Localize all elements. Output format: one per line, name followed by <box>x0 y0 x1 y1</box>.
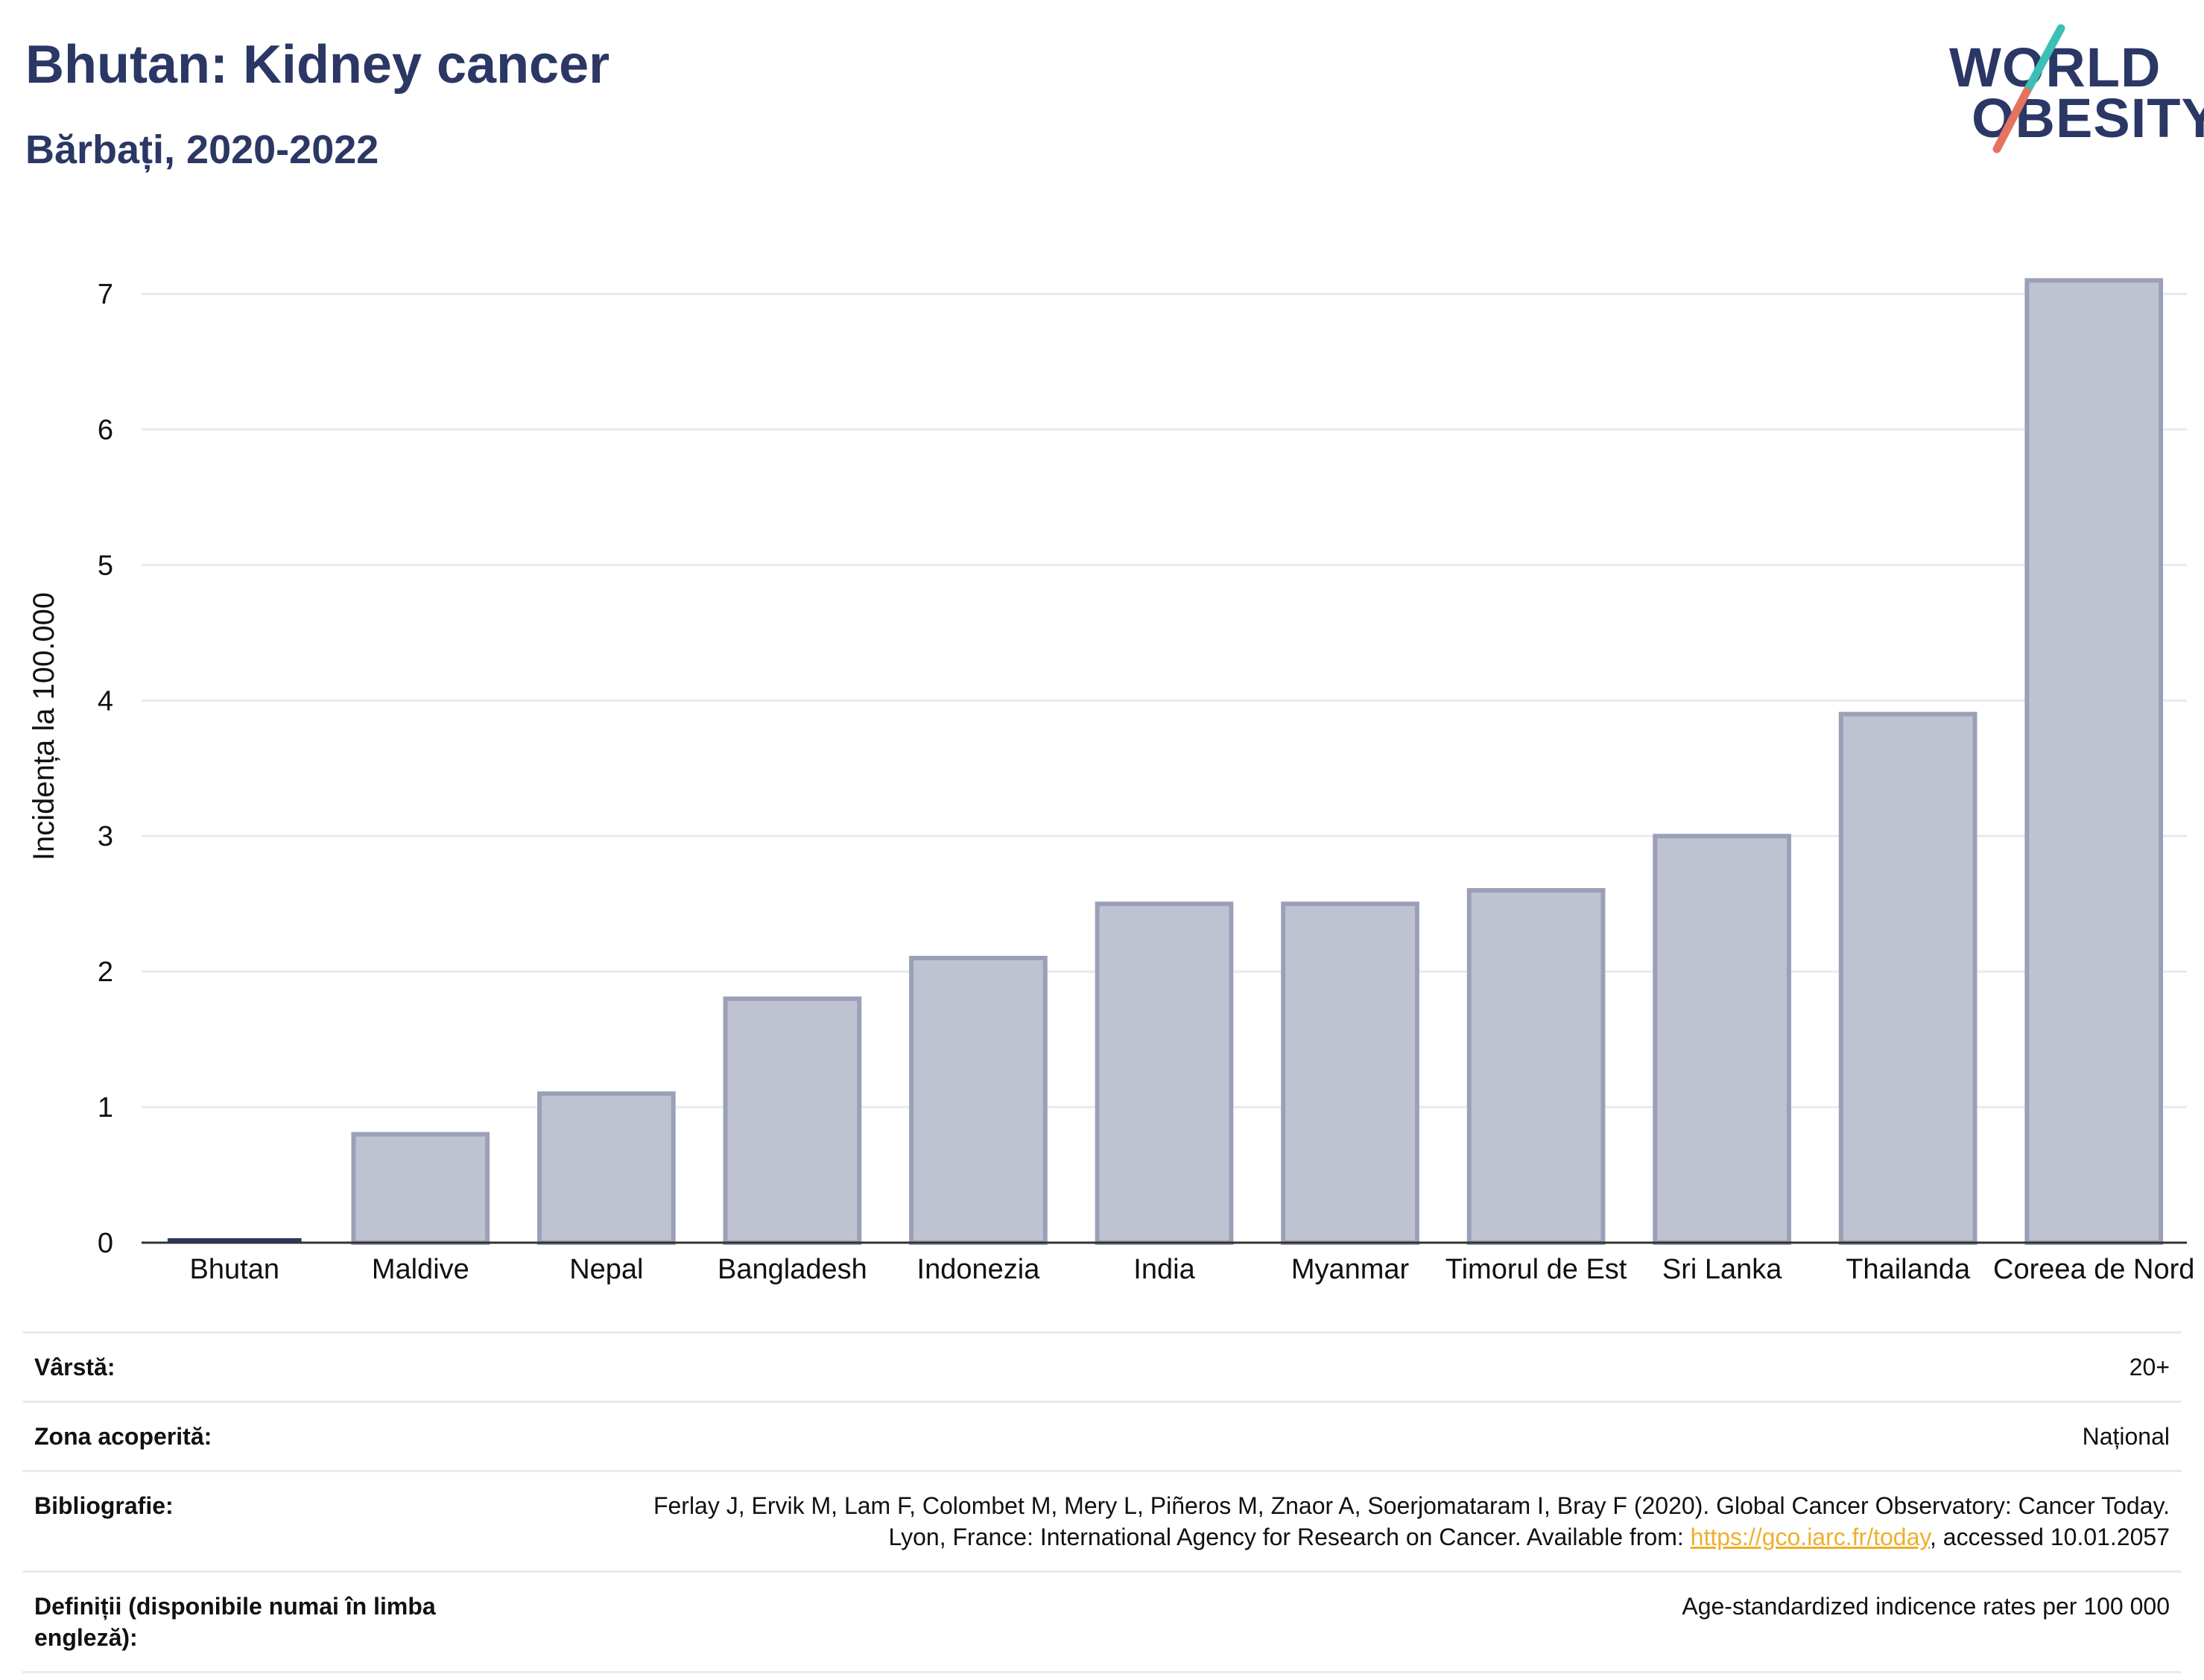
y-tick-label: 1 <box>98 1092 113 1123</box>
logo-line-1: WORLD <box>1949 37 2162 98</box>
bar-thailanda[interactable] <box>1838 711 1977 1245</box>
y-axis-label: Incidența la 100.000 <box>28 592 60 860</box>
x-tick-label: Nepal <box>569 1254 643 1285</box>
y-tick-label: 5 <box>98 550 113 581</box>
meta-row-definitions: Definiții (disponibile numai în limba en… <box>22 1570 2182 1673</box>
x-tick-label: India <box>1133 1254 1195 1285</box>
bar-timorul-de-est[interactable] <box>1466 888 1606 1245</box>
bar-bangladesh[interactable] <box>723 996 862 1246</box>
chart-subtitle: Bărbați, 2020-2022 <box>25 127 379 172</box>
x-tick-label: Thailanda <box>1846 1254 1971 1285</box>
x-tick-label: Sri Lanka <box>1662 1254 1782 1285</box>
y-axis-ticks: 0 1 2 3 4 5 6 7 <box>98 279 113 1259</box>
x-tick-label: Maldive <box>372 1254 469 1285</box>
bar-india[interactable] <box>1095 901 1234 1245</box>
meta-label-bibliography: Bibliografie: <box>34 1492 174 1519</box>
logo-slash-top <box>2022 24 2065 96</box>
meta-value-coverage: Național <box>2082 1423 2170 1450</box>
y-tick-label: 7 <box>98 279 113 311</box>
metadata-table: Vârstă: 20+ Zona acoperită: Național Bib… <box>22 1331 2182 1673</box>
x-tick-label: Bhutan <box>190 1254 279 1285</box>
world-obesity-logo[interactable]: WORLD OBESITY <box>1937 21 2204 162</box>
bars <box>167 278 2164 1246</box>
meta-label-age: Vârstă: <box>34 1354 115 1381</box>
x-tick-label: Timorul de Est <box>1445 1254 1627 1285</box>
y-tick-label: 4 <box>98 685 113 717</box>
bar-nepal[interactable] <box>537 1091 676 1245</box>
bar-bhutan[interactable] <box>167 1238 302 1243</box>
logo-slash-bottom <box>1992 87 2031 153</box>
y-tick-label: 6 <box>98 414 113 446</box>
meta-row-age: Vârstă: 20+ <box>22 1331 2182 1401</box>
chart-title: Bhutan: Kidney cancer <box>25 35 610 95</box>
x-tick-label: Indonezia <box>917 1254 1041 1285</box>
bar-chart: 0 1 2 3 4 5 6 7 Bhutan Maldive Nepal Bangladesh Ind… <box>28 278 2195 1285</box>
logo-slash-icon <box>1992 24 2065 153</box>
meta-value-definitions: Age-standardized indicence rates per 100… <box>1682 1593 2170 1620</box>
bar-coreea-de-nord[interactable] <box>2024 278 2164 1246</box>
bibliography-text: Ferlay J, Ervik M, Lam F, Colombet M, Me… <box>653 1492 2170 1550</box>
bar-indonezia[interactable] <box>909 955 1048 1246</box>
x-tick-label: Bangladesh <box>718 1254 867 1285</box>
y-tick-label: 0 <box>98 1228 113 1259</box>
bibliography-link[interactable]: https://gco.iarc.fr/today <box>1690 1524 1930 1550</box>
meta-label-definitions: Definiții (disponibile numai în limba en… <box>34 1593 436 1651</box>
x-axis-ticks: Bhutan Maldive Nepal Bangladesh Indonezia Ind… <box>190 1254 2195 1285</box>
meta-value-bibliography: Ferlay J, Ervik M, Lam F, Colombet M, Me… <box>593 1472 2182 1570</box>
bar-sri-lanka[interactable] <box>1653 834 1791 1245</box>
y-tick-label: 2 <box>98 957 113 988</box>
meta-row-bibliography: Bibliografie: Ferlay J, Ervik M, Lam F, … <box>22 1470 2182 1570</box>
meta-label-coverage: Zona acoperită: <box>34 1423 212 1450</box>
y-tick-label: 3 <box>98 821 113 852</box>
bar-myanmar[interactable] <box>1281 901 1419 1245</box>
meta-value-age: 20+ <box>2129 1354 2170 1381</box>
x-tick-label: Myanmar <box>1291 1254 1410 1285</box>
bar-maldive[interactable] <box>351 1132 490 1245</box>
meta-row-coverage: Zona acoperită: Național <box>22 1401 2182 1470</box>
bibliography-accessed: , accessed 10.01.2057 <box>1929 1524 2170 1550</box>
x-tick-label: Coreea de Nord <box>1993 1254 2194 1285</box>
